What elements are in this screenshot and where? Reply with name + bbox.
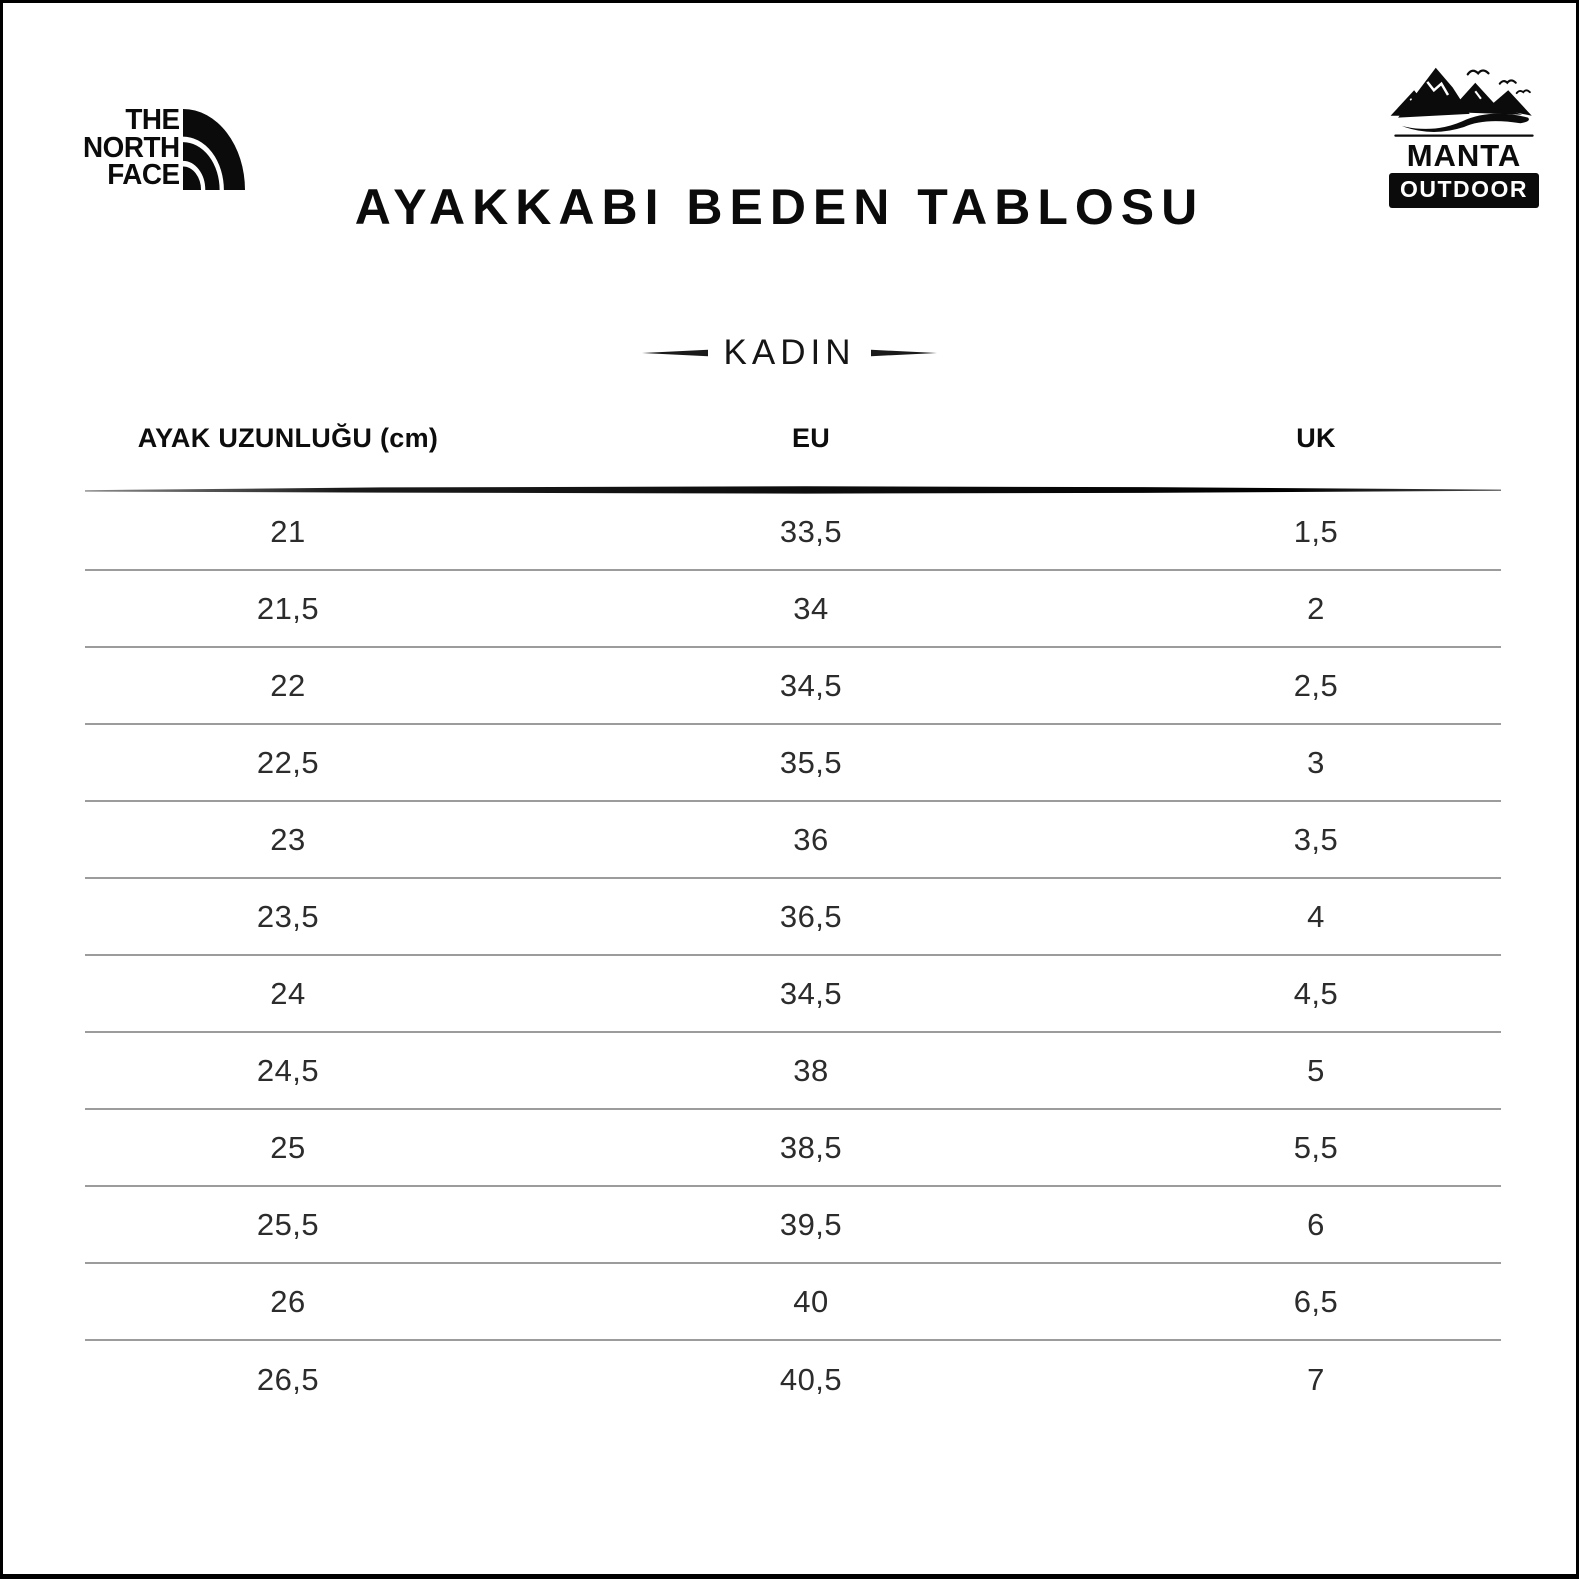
- table-cell: 24,5: [256, 1052, 320, 1088]
- table-cell: 34: [793, 590, 829, 626]
- column-header-foot-length: AYAK UZUNLUĞU (cm): [137, 423, 439, 453]
- north-face-logo-line: THE: [125, 104, 180, 136]
- north-face-logo: THE NORTH FACE: [79, 104, 245, 191]
- table-cell: 26: [270, 1283, 306, 1319]
- table-cell: 2,5: [1293, 667, 1339, 703]
- mountain-birds-icon: [1390, 67, 1534, 137]
- column-header-eu: EU: [791, 423, 831, 453]
- table-cell: 6,5: [1293, 1283, 1339, 1319]
- north-face-logo-line: NORTH: [83, 131, 180, 164]
- table-cell: 39,5: [779, 1206, 843, 1242]
- table-row: 24 34,5 4,5: [85, 956, 1501, 1033]
- table-cell: 38: [793, 1052, 829, 1088]
- section-header: KADIN: [3, 333, 1576, 373]
- manta-logo-subtitle: OUTDOOR: [1389, 173, 1539, 208]
- table-row: 24,5 38 5: [85, 1033, 1501, 1110]
- header-rule: [85, 486, 1501, 494]
- table-cell: 25,5: [256, 1206, 320, 1242]
- table-cell: 3,5: [1293, 821, 1339, 857]
- right-dash-icon: [871, 349, 938, 357]
- north-face-logo-text: THE NORTH FACE: [83, 104, 180, 191]
- table-row: 25 38,5 5,5: [85, 1110, 1501, 1187]
- table-row: 22,5 35,5 3: [85, 725, 1501, 802]
- table-cell: 36: [793, 821, 829, 857]
- table-row: 21,5 34 2: [85, 571, 1501, 648]
- table-cell: 36,5: [779, 898, 843, 934]
- table-cell: 3: [1307, 744, 1325, 780]
- table-cell: 23,5: [256, 898, 320, 934]
- table-cell: 23: [270, 821, 306, 857]
- table-cell: 33,5: [779, 513, 843, 549]
- table-cell: 24: [270, 975, 306, 1011]
- table-cell: 25: [270, 1129, 306, 1165]
- table-cell: 35,5: [779, 744, 843, 780]
- table-cell: 5: [1307, 1052, 1325, 1088]
- table-cell: 22,5: [256, 744, 320, 780]
- manta-logo-name: MANTA: [1406, 138, 1522, 173]
- table-cell: 40,5: [779, 1361, 843, 1397]
- table-cell: 1,5: [1293, 513, 1339, 549]
- left-dash-icon: [641, 349, 708, 357]
- table-cell: 38,5: [779, 1129, 843, 1165]
- table-row: 25,5 39,5 6: [85, 1187, 1501, 1264]
- table-cell: 40: [793, 1283, 829, 1319]
- page-title: AYAKKABI BEDEN TABLOSU: [354, 178, 1205, 235]
- table-cell: 22: [270, 667, 306, 703]
- table-cell: 6: [1307, 1206, 1325, 1242]
- table-row: 23 36 3,5: [85, 802, 1501, 879]
- table-cell: 4: [1307, 898, 1325, 934]
- table-row: 26,5 40,5 7: [85, 1341, 1501, 1418]
- table-cell: 2: [1307, 590, 1325, 626]
- table-row: 21 33,5 1,5: [85, 494, 1501, 571]
- table-cell: 34,5: [779, 975, 843, 1011]
- half-dome-icon: [182, 108, 245, 190]
- section-label: KADIN: [723, 333, 856, 372]
- table-body: 21 33,5 1,5 21,5 34 2 22 34,5 2,5 22,5 35,5 3 23 36 3,…: [85, 494, 1501, 1418]
- north-face-logo-line: FACE: [107, 159, 180, 191]
- manta-outdoor-logo: MANTA OUTDOOR: [1387, 63, 1541, 208]
- table-cell: 21: [270, 513, 306, 549]
- column-header-uk: UK: [1296, 423, 1336, 453]
- table-row: 22 34,5 2,5: [85, 648, 1501, 725]
- table-header: AYAK UZUNLUĞU (cm) EU UK: [85, 423, 1501, 454]
- table-cell: 4,5: [1293, 975, 1339, 1011]
- table-cell: 34,5: [779, 667, 843, 703]
- table-row: 23,5 36,5 4: [85, 879, 1501, 956]
- table-cell: 26,5: [256, 1361, 320, 1397]
- table-cell: 7: [1307, 1361, 1325, 1397]
- table-row: 26 40 6,5: [85, 1264, 1501, 1341]
- table-cell: 5,5: [1293, 1129, 1339, 1165]
- table-cell: 21,5: [256, 590, 320, 626]
